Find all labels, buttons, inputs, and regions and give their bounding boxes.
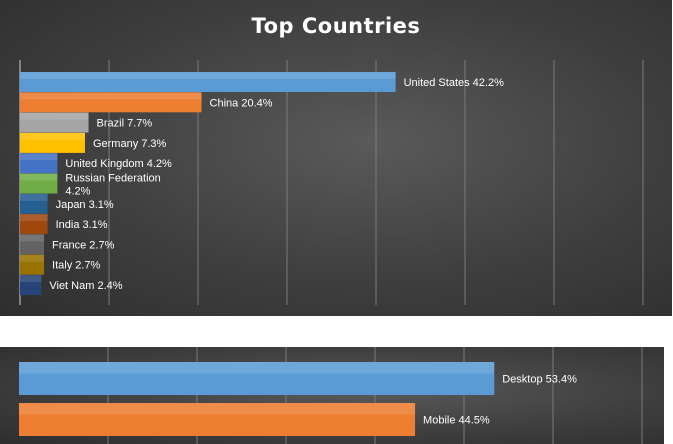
data-label-italy: Italy 2.7%	[52, 260, 101, 272]
data-label-china: China 20.4%	[210, 97, 273, 109]
data-label-brazil: Brazil 7.7%	[97, 118, 153, 130]
data-label-desktop: Desktop 53.4%	[502, 374, 577, 386]
top-countries-chart: United States 42.2% China 20.4% Brazil 7.7…	[19, 60, 644, 305]
device-chart: Desktop 53.4% Mobile 44.5%	[19, 347, 643, 444]
data-label-germany: Germany 7.3%	[93, 138, 167, 150]
device-chart-panel: Desktop 53.4% Mobile 44.5%	[0, 347, 664, 444]
data-label-mobile: Mobile 44.5%	[423, 415, 490, 427]
chart-title: Top Countries	[251, 14, 421, 38]
data-label-japan: Japan 3.1%	[56, 199, 114, 211]
bar-united-kingdom	[20, 153, 58, 174]
data-label-viet-nam: Viet Nam 2.4%	[49, 280, 122, 292]
bar-highlight	[20, 173, 58, 181]
bar-highlight	[20, 275, 42, 282]
bar-germany	[20, 132, 85, 153]
bar-highlight	[20, 92, 202, 100]
bar-highlight	[20, 72, 396, 79]
bar-highlight	[20, 234, 45, 242]
bar-highlight	[19, 403, 416, 415]
bar-china	[20, 92, 202, 113]
bar-highlight	[20, 132, 85, 140]
data-label-france: France 2.7%	[52, 239, 115, 251]
top-countries-chart-panel: Top Countries United States 42.2% China 2…	[0, 0, 672, 316]
data-label-united-kingdom: United Kingdom 4.2%	[65, 158, 172, 170]
bar-viet-nam	[20, 275, 42, 295]
bar-russian-federation	[20, 173, 58, 194]
bar-france	[20, 234, 45, 255]
data-label-russian-federation: Russian Federation 4.2%	[65, 173, 160, 198]
data-label-united-states: United States 42.2%	[404, 77, 505, 89]
bar-highlight	[19, 362, 495, 374]
bar-highlight	[20, 112, 89, 120]
bar-highlight	[20, 214, 48, 222]
bar-india	[20, 214, 48, 235]
bar-italy	[20, 254, 45, 275]
bar-highlight	[20, 193, 48, 201]
bar-united-states	[20, 72, 396, 92]
bar-desktop	[19, 362, 495, 395]
bar-mobile	[19, 403, 416, 436]
bar-brazil	[20, 112, 89, 133]
bar-highlight	[20, 254, 45, 262]
data-label-india: India 3.1%	[56, 219, 108, 231]
bar-highlight	[20, 153, 58, 161]
bar-japan	[20, 193, 48, 214]
